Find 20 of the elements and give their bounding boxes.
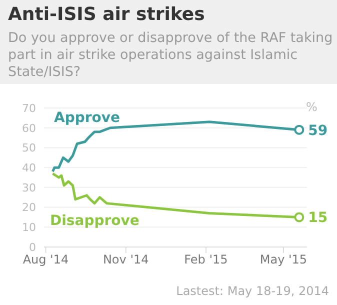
series-label: Approve [54,110,120,126]
chart-subtitle: Do you approve or disapprove of the RAF taking part in air strike operations against Islamic State/ISIS? [8,30,333,81]
y-tick-label: 40 [22,161,36,174]
x-tick-label: Nov '14 [102,252,149,267]
data-label: 59 [308,122,328,139]
data-label: 15 [308,210,328,226]
y-tick-label: 10 [22,221,36,234]
chart-title: Anti-ISIS air strikes [8,4,205,25]
y-tick-label: 60 [22,122,36,135]
x-tick-label: Aug '14 [22,252,69,267]
y-tick-label: 30 [22,181,36,194]
y-tick-label: 50 [22,142,36,155]
y-tick-label: 70 [22,102,36,115]
x-tick-label: Feb '15 [184,252,228,267]
y-tick-label: 20 [22,201,36,214]
y-tick-label: 0 [29,240,36,254]
text: Lastest: May 18-19, 2014 [176,284,329,298]
y-axis-title: % [306,100,318,114]
x-tick-label: May '15 [260,252,308,267]
series-label: Disapprove [50,213,140,229]
